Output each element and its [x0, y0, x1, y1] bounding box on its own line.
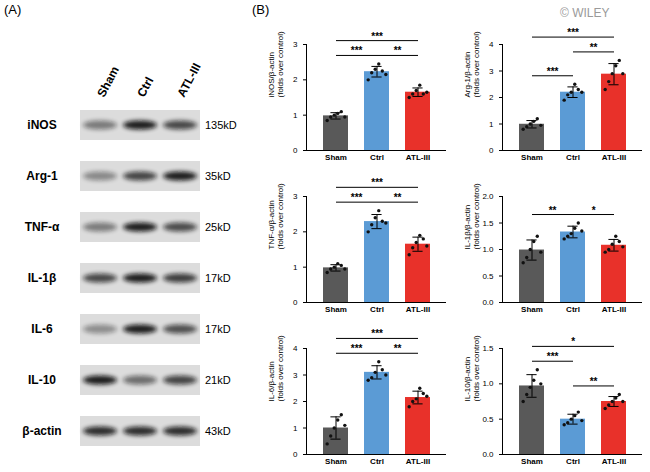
svg-text:***: *** [567, 27, 579, 38]
svg-text:1.5: 1.5 [482, 344, 494, 353]
svg-text:0: 0 [489, 146, 494, 155]
svg-text:TNF-α/β-actin(folds over contr: TNF-α/β-actin(folds over control) [267, 183, 285, 250]
svg-text:***: *** [547, 66, 559, 77]
html-text:© WILEY: © WILEY [560, 6, 610, 20]
svg-text:Arg-1/β-actin(folds over contr: Arg-1/β-actin(folds over control) [463, 31, 481, 98]
svg-text:Ctrl: Ctrl [370, 153, 384, 162]
svg-text:Ctrl: Ctrl [134, 75, 156, 100]
svg-text:Sham: Sham [521, 305, 543, 314]
svg-text:Ctrl: Ctrl [370, 305, 384, 314]
svg-text:**: ** [394, 45, 402, 56]
svg-text:ATL-III: ATL-III [406, 305, 430, 314]
svg-text:IL-10/β-actin(folds over contr: IL-10/β-actin(folds over control) [463, 335, 481, 402]
svg-text:21kD: 21kD [205, 374, 231, 386]
svg-text:0.5: 0.5 [482, 415, 494, 424]
svg-text:2: 2 [293, 227, 298, 236]
svg-text:3: 3 [293, 192, 298, 201]
svg-text:ATL-III: ATL-III [174, 61, 203, 100]
svg-text:17kD: 17kD [205, 323, 231, 335]
svg-text:***: *** [547, 351, 559, 362]
svg-text:**: ** [394, 343, 402, 354]
html-text:(A): (A) [4, 2, 22, 17]
svg-text:**: ** [394, 192, 402, 203]
svg-text:***: *** [371, 328, 383, 339]
svg-text:0.0: 0.0 [482, 298, 494, 307]
svg-text:*: * [571, 336, 575, 347]
svg-text:0: 0 [293, 298, 298, 307]
svg-text:**: ** [590, 42, 598, 53]
svg-text:***: *** [371, 31, 383, 42]
svg-text:***: *** [351, 343, 363, 354]
svg-text:Sham: Sham [521, 153, 543, 162]
svg-text:0.5: 0.5 [482, 272, 494, 281]
svg-text:**: ** [549, 205, 557, 216]
svg-text:TNF-α: TNF-α [25, 220, 60, 234]
svg-text:1.0: 1.0 [482, 245, 494, 254]
svg-text:IL-6/β-actin(folds over contro: IL-6/β-actin(folds over control) [267, 335, 285, 402]
svg-text:1: 1 [293, 424, 298, 433]
svg-text:1.5: 1.5 [482, 219, 494, 228]
svg-text:1: 1 [489, 120, 494, 129]
svg-text:β-actin: β-actin [22, 424, 61, 438]
svg-text:Ctrl: Ctrl [566, 457, 580, 466]
svg-text:ATL-III: ATL-III [602, 305, 626, 314]
svg-text:*: * [592, 205, 596, 216]
svg-text:3: 3 [293, 371, 298, 380]
svg-text:***: *** [351, 45, 363, 56]
svg-text:0: 0 [293, 450, 298, 459]
svg-text:Sham: Sham [325, 457, 347, 466]
svg-text:***: *** [371, 177, 383, 188]
svg-text:***: *** [351, 192, 363, 203]
svg-text:25kD: 25kD [205, 221, 231, 233]
svg-text:Ctrl: Ctrl [566, 153, 580, 162]
svg-text:3: 3 [293, 40, 298, 49]
svg-text:2: 2 [293, 75, 298, 84]
svg-text:iNOS/β-actin(folds over contro: iNOS/β-actin(folds over control) [267, 31, 285, 98]
svg-text:IL-1β: IL-1β [28, 271, 57, 285]
svg-text:0.0: 0.0 [482, 450, 494, 459]
svg-text:ATL-III: ATL-III [406, 153, 430, 162]
svg-text:Ctrl: Ctrl [370, 457, 384, 466]
svg-text:17kD: 17kD [205, 272, 231, 284]
svg-text:IL-6: IL-6 [31, 322, 53, 336]
svg-text:iNOS: iNOS [27, 118, 56, 132]
svg-text:Sham: Sham [94, 64, 122, 99]
svg-text:Arg-1: Arg-1 [26, 169, 58, 183]
svg-text:IL-10: IL-10 [28, 373, 56, 387]
svg-text:Sham: Sham [325, 305, 347, 314]
svg-text:0: 0 [293, 146, 298, 155]
svg-text:1.0: 1.0 [482, 379, 494, 388]
svg-text:**: ** [590, 376, 598, 387]
svg-text:IL-1β/β-actin(folds over contr: IL-1β/β-actin(folds over control) [463, 183, 481, 250]
svg-text:Ctrl: Ctrl [566, 305, 580, 314]
svg-text:2.0: 2.0 [482, 192, 494, 201]
svg-text:3: 3 [489, 67, 494, 76]
svg-text:1: 1 [293, 111, 298, 120]
svg-text:Sham: Sham [521, 457, 543, 466]
svg-text:ATL-III: ATL-III [602, 153, 626, 162]
svg-text:ATL-III: ATL-III [406, 457, 430, 466]
svg-text:2: 2 [293, 397, 298, 406]
svg-text:1: 1 [293, 263, 298, 272]
svg-text:135kD: 135kD [205, 119, 237, 131]
svg-text:43kD: 43kD [205, 425, 231, 437]
svg-text:Sham: Sham [325, 153, 347, 162]
svg-text:ATL-III: ATL-III [602, 457, 626, 466]
html-text:(B): (B) [252, 2, 270, 17]
svg-text:4: 4 [293, 344, 298, 353]
svg-text:35kD: 35kD [205, 170, 231, 182]
svg-text:4: 4 [489, 40, 494, 49]
svg-text:2: 2 [489, 93, 494, 102]
